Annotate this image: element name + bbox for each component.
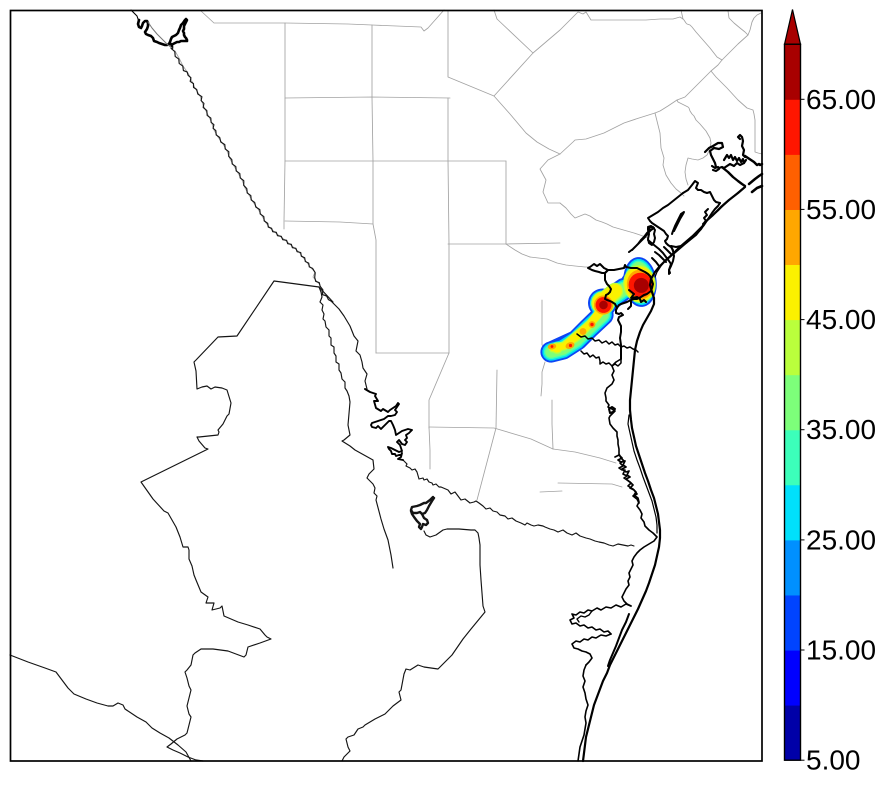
svg-text:65.00: 65.00 <box>806 84 876 115</box>
svg-text:25.00: 25.00 <box>806 524 876 555</box>
svg-text:55.00: 55.00 <box>806 194 876 225</box>
svg-text:45.00: 45.00 <box>806 304 876 335</box>
svg-text:35.00: 35.00 <box>806 414 876 445</box>
svg-text:15.00: 15.00 <box>806 635 876 666</box>
svg-text:5.00: 5.00 <box>806 745 861 776</box>
